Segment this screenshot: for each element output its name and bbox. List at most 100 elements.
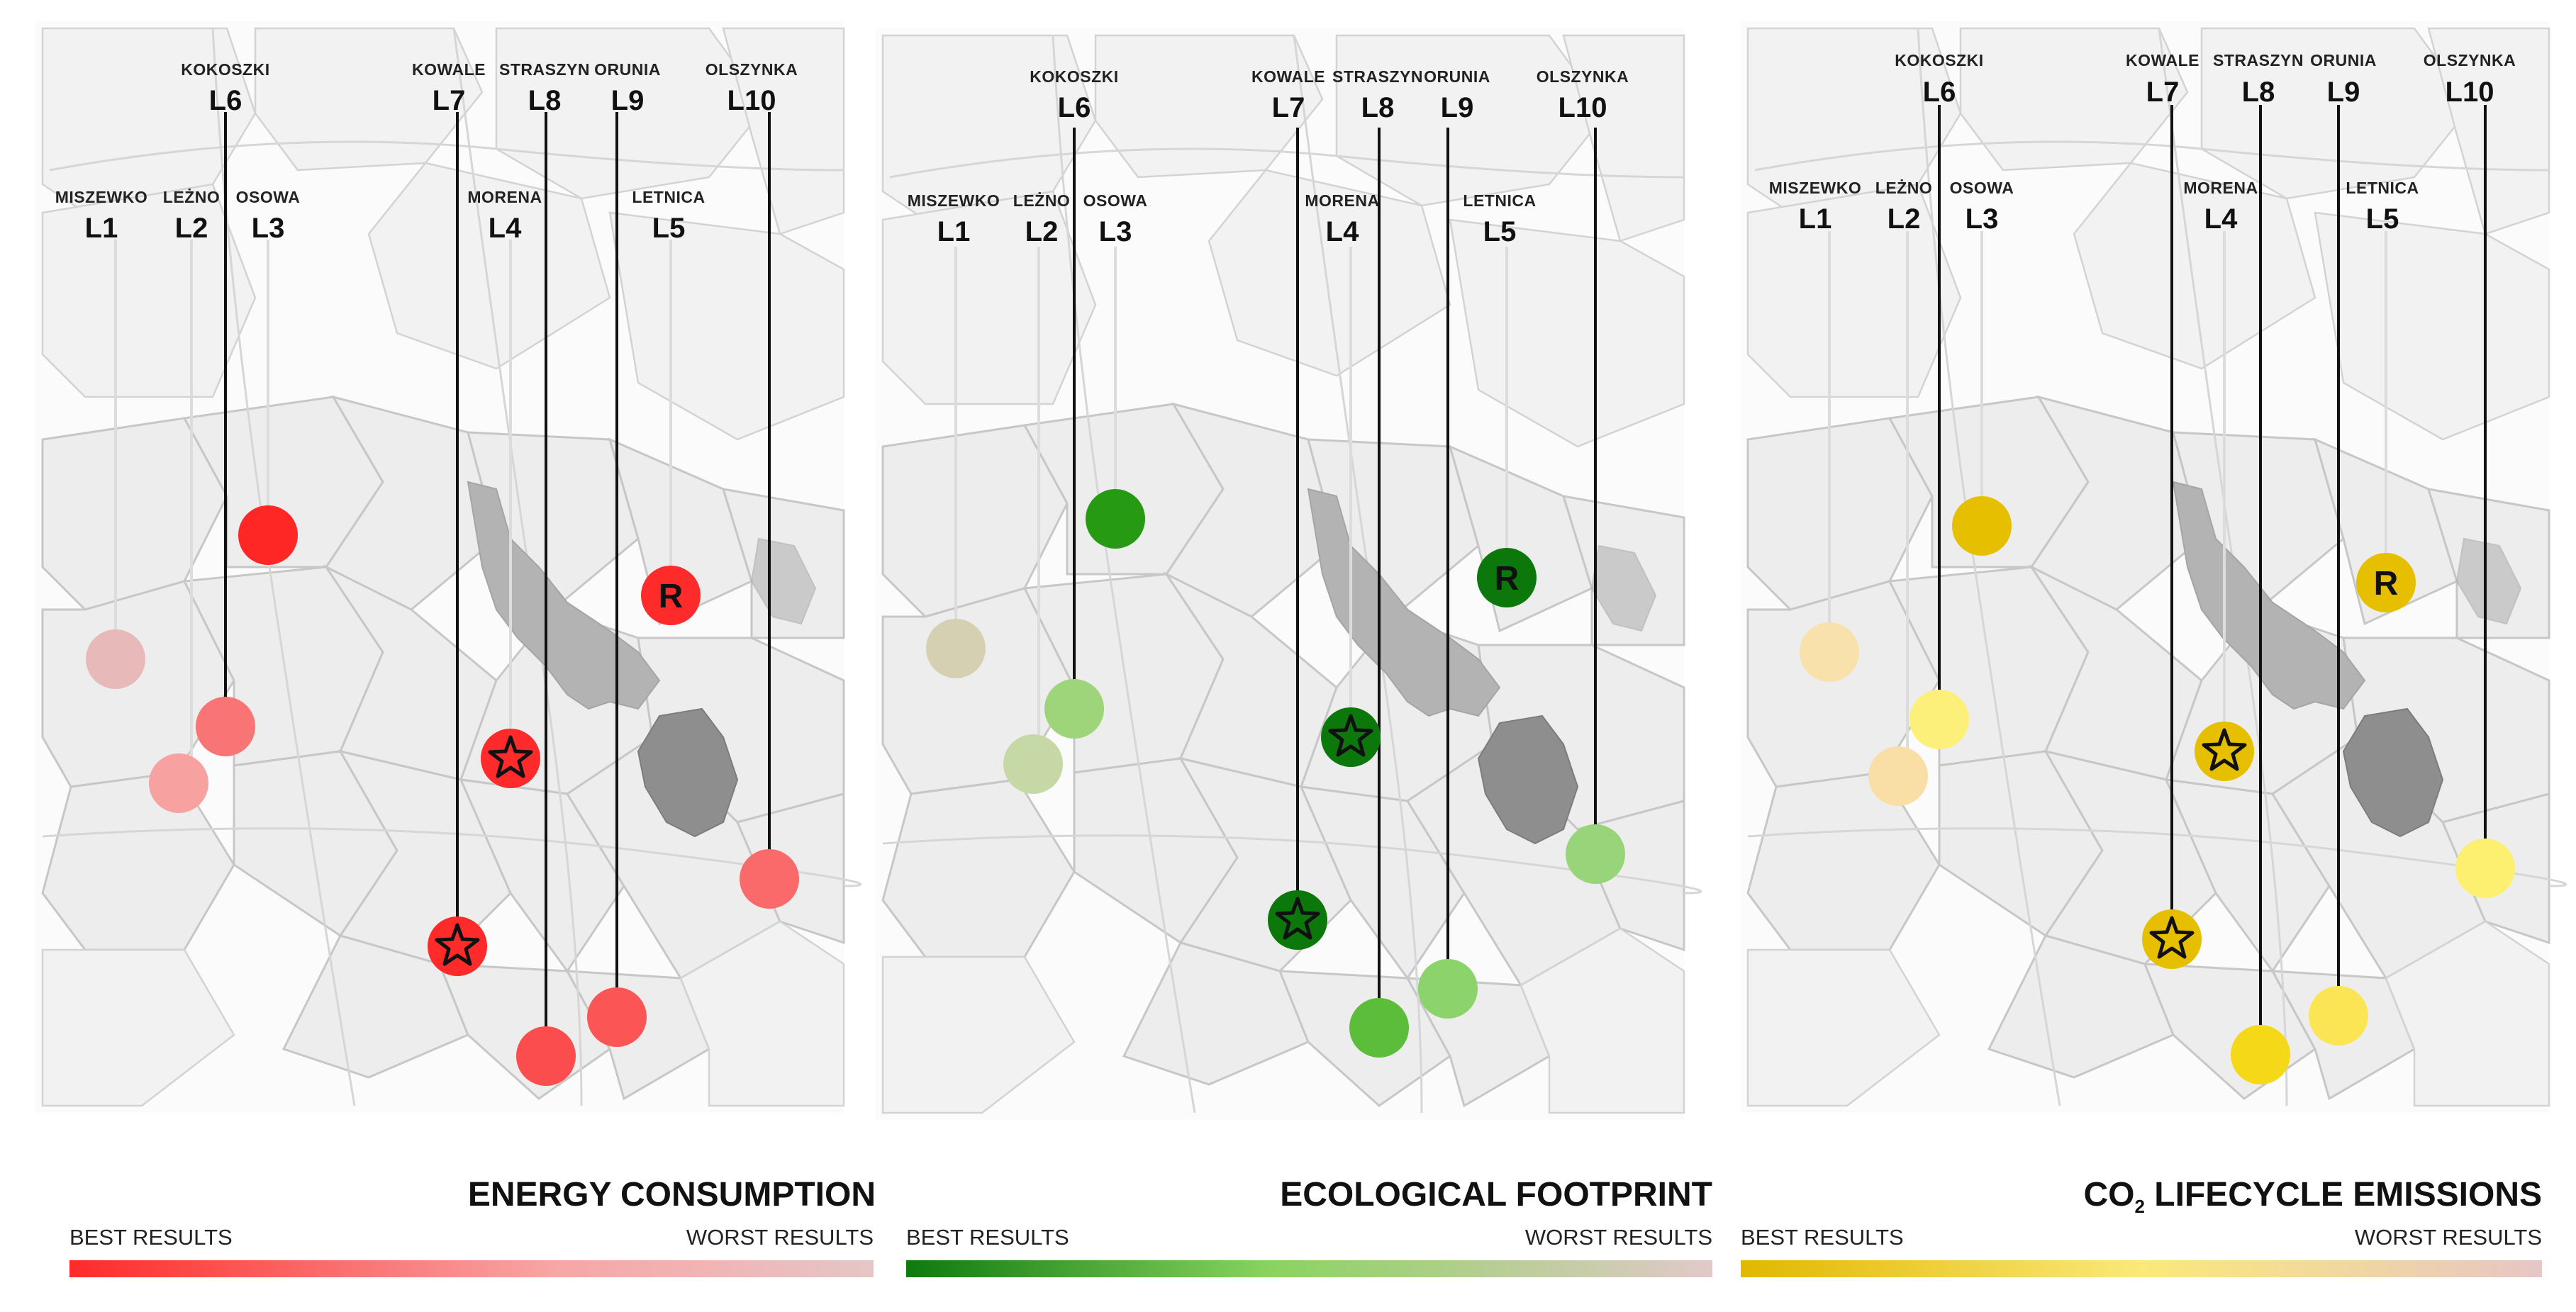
panel-footprint-gradient-bar — [906, 1260, 1712, 1277]
panel-energy-marker-L1 — [86, 629, 145, 689]
panel-co2-reference-label: R — [2374, 565, 2399, 602]
panel-energy-name-L2: LEŻNO — [163, 188, 220, 206]
panel-footprint-marker-L1 — [926, 619, 986, 678]
panel-footprint-code-L5: L5 — [1483, 216, 1517, 247]
panel-co2-marker-L5 — [2356, 553, 2416, 612]
panel-co2-name-L2: LEŻNO — [1875, 179, 1932, 197]
panel-energy-marker-L4 — [481, 729, 540, 788]
panel-co2-marker-L7 — [2142, 909, 2202, 969]
panel-footprint-star-icon-L7 — [1275, 897, 1320, 940]
panel-energy-gradient-bar — [69, 1260, 874, 1277]
panel-footprint-reference-label: R — [1495, 560, 1520, 598]
panel-energy-name-L9: ORUNIA — [594, 60, 661, 79]
panel-co2-name-L9: ORUNIA — [2310, 51, 2377, 69]
panel-co2-title-subscript: 2 — [2134, 1196, 2144, 1217]
panel-energy-name-L5: LETNICA — [632, 188, 705, 206]
panel-footprint-code-L8: L8 — [1361, 92, 1395, 123]
panel-footprint-code-L9: L9 — [1441, 92, 1474, 123]
panel-co2-title-co: CO — [2083, 1176, 2134, 1213]
panel-energy-code-L9: L9 — [611, 85, 645, 116]
panel-energy-name-L6: KOKOSZKI — [181, 60, 269, 79]
panel-co2-name-L8: STRASZYN — [2213, 51, 2304, 69]
panel-co2-marker-L2 — [1868, 746, 1928, 806]
panel-energy-star-icon-L4 — [488, 735, 533, 778]
panel-footprint-star-icon-L4 — [1328, 714, 1373, 757]
panel-energy-code-L5: L5 — [652, 213, 686, 244]
panel-co2-code-L7: L7 — [2146, 77, 2180, 108]
panel-energy-marker-L6 — [196, 697, 255, 756]
panel-co2-code-L6: L6 — [1923, 77, 1956, 108]
panel-co2-code-L9: L9 — [2327, 77, 2360, 108]
panel-energy-code-L10: L10 — [727, 85, 776, 116]
panel-energy-code-L4: L4 — [489, 213, 522, 244]
panel-co2-code-L3: L3 — [1966, 203, 1999, 235]
panel-footprint-worst-label: WORST RESULTS — [1525, 1225, 1712, 1250]
panel-footprint-name-L4: MORENA — [1305, 191, 1379, 210]
panel-energy-code-L2: L2 — [175, 213, 208, 244]
panel-co2-marker-L9 — [2309, 986, 2368, 1045]
panel-footprint-code-L2: L2 — [1025, 216, 1059, 247]
panel-energy-name-L1: MISZEWKO — [55, 188, 148, 206]
panel-footprint-marker-L5 — [1477, 548, 1537, 607]
panel-co2-name-L6: KOKOSZKI — [1895, 51, 1983, 69]
panel-co2-marker-L1 — [1800, 622, 1859, 682]
panel-energy-marker-L9 — [587, 987, 647, 1047]
panel-footprint-code-L1: L1 — [937, 216, 971, 247]
panel-energy-best-label: BEST RESULTS — [69, 1225, 233, 1250]
panel-energy-marker-L2 — [149, 753, 208, 813]
panel-energy-reference-label: R — [659, 578, 684, 615]
panel-co2-name-L1: MISZEWKO — [1769, 179, 1862, 197]
panel-footprint-marker-L7 — [1268, 890, 1327, 950]
panel-co2-marker-L10 — [2455, 839, 2515, 898]
panel-footprint-name-L6: KOKOSZKI — [1030, 67, 1118, 86]
panel-co2-code-L10: L10 — [2446, 77, 2494, 108]
panel-co2-marker-L3 — [1952, 496, 2012, 556]
panel-footprint-marker-L4 — [1321, 707, 1381, 767]
panel-footprint-marker-L6 — [1044, 679, 1104, 739]
panel-energy-marker-L3 — [238, 505, 298, 565]
panel-energy-marker-L8 — [516, 1026, 576, 1086]
panel-footprint-marker-L9 — [1418, 959, 1478, 1019]
panel-footprint-code-L4: L4 — [1326, 216, 1359, 247]
panel-footprint-marker-L3 — [1086, 489, 1145, 549]
panel-co2-best-label: BEST RESULTS — [1741, 1225, 1904, 1250]
panel-co2-title-rest: LIFECYCLE EMISSIONS — [2145, 1176, 2542, 1213]
panel-footprint-name-L9: ORUNIA — [1424, 67, 1490, 86]
panel-co2-name-L10: OLSZYNKA — [2424, 51, 2516, 69]
panel-footprint-code-L7: L7 — [1272, 92, 1305, 123]
panel-energy-worst-label: WORST RESULTS — [686, 1225, 874, 1250]
panel-energy-map: KOKOSZKI L6 KOWALE L7 STRASZYN L8 ORUNIA… — [34, 20, 862, 1114]
panel-energy-title: ENERGY CONSUMPTION — [468, 1176, 876, 1213]
panel-footprint-code-L3: L3 — [1099, 216, 1132, 247]
panel-energy-marker-L7 — [428, 916, 487, 976]
panel-co2-code-L4: L4 — [2204, 203, 2238, 235]
panel-co2-title: CO2 LIFECYCLE EMISSIONS — [2083, 1176, 2542, 1217]
panel-footprint-name-L1: MISZEWKO — [908, 191, 1000, 210]
panel-co2-star-icon-L7 — [2149, 916, 2195, 959]
panel-energy-marker-L10 — [740, 849, 799, 909]
panel-energy-name-L8: STRASZYN — [499, 60, 590, 79]
panel-footprint-name-L10: OLSZYNKA — [1537, 67, 1629, 86]
panel-energy-name-L7: KOWALE — [412, 60, 486, 79]
panel-co2-name-L3: OSOWA — [1950, 179, 2014, 197]
panel-footprint-name-L5: LETNICA — [1463, 191, 1536, 210]
panel-co2-marker-L6 — [1909, 690, 1969, 749]
panel-footprint-marker-L10 — [1566, 824, 1625, 884]
panel-energy-name-L4: MORENA — [467, 188, 542, 206]
panel-co2-name-L7: KOWALE — [2126, 51, 2199, 69]
panel-energy-code-L7: L7 — [433, 85, 466, 116]
panel-footprint-name-L2: LEŻNO — [1013, 191, 1070, 210]
panel-co2-star-icon-L4 — [2202, 728, 2247, 771]
panel-footprint-best-label: BEST RESULTS — [906, 1225, 1069, 1250]
panel-co2-worst-label: WORST RESULTS — [2355, 1225, 2542, 1250]
panel-footprint-title: ECOLOGICAL FOOTPRINT — [1280, 1176, 1712, 1213]
panel-energy-code-L1: L1 — [85, 213, 118, 244]
panel-footprint-name-L3: OSOWA — [1083, 191, 1148, 210]
panel-co2-code-L1: L1 — [1799, 203, 1832, 235]
panel-footprint-name-L8: STRASZYN — [1332, 67, 1423, 86]
panel-energy-code-L6: L6 — [209, 85, 242, 116]
panel-energy-name-L10: OLSZYNKA — [706, 60, 798, 79]
panel-footprint-code-L10: L10 — [1559, 92, 1607, 123]
panel-footprint-map: KOKOSZKI L6 KOWALE L7 STRASZYN L8 ORUNIA… — [874, 27, 1702, 1121]
